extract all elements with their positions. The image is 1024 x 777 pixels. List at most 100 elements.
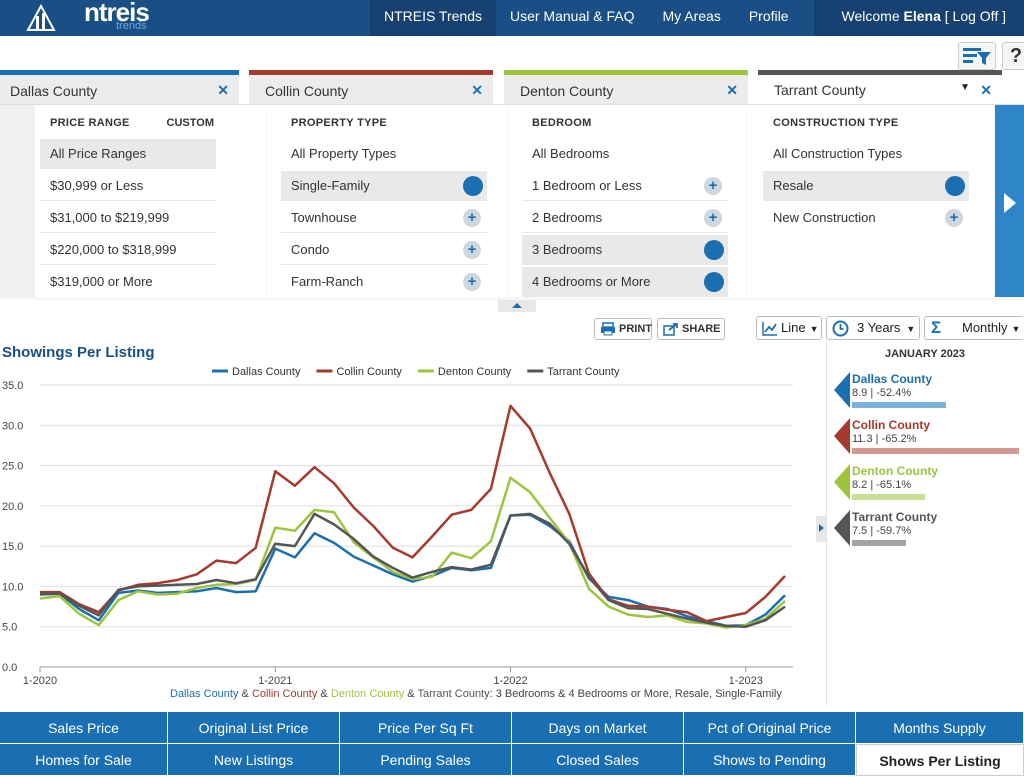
metric-nav: Sales Price Original List Price Price Per … — [0, 712, 1024, 776]
property-option[interactable]: Farm-Ranch + — [281, 267, 487, 297]
share-button[interactable]: SHARE — [657, 318, 725, 340]
county-summary[interactable]: Denton County 8.2 | -65.1% — [834, 464, 1024, 508]
property-option[interactable]: Condo + — [281, 235, 487, 265]
construction-option[interactable]: All Construction Types — [773, 146, 903, 161]
tab-label: Dallas County — [10, 83, 98, 99]
county-value: 11.3 | -65.2% — [852, 433, 917, 445]
custom-price-link[interactable]: CUSTOM — [166, 117, 214, 129]
filter-scroll-right[interactable] — [995, 105, 1024, 297]
close-icon[interactable]: ✕ — [471, 82, 483, 98]
period-dropdown[interactable]: Σ Monthly ▼ — [924, 316, 1024, 340]
bedroom-option[interactable]: 2 Bedrooms + — [522, 203, 728, 233]
metric-tab-pct-of-original-price[interactable]: Pct of Original Price — [684, 712, 856, 744]
metric-tab-pending-sales[interactable]: Pending Sales — [340, 744, 512, 776]
chevron-down-icon[interactable]: ▼ — [960, 82, 970, 93]
metric-tab-price-per-sq-ft[interactable]: Price Per Sq Ft — [340, 712, 512, 744]
plus-icon[interactable]: + — [704, 177, 722, 195]
filter-scroll-left[interactable] — [0, 105, 35, 297]
tab-tarrant-county[interactable]: Tarrant County ▼ ✕ — [758, 70, 1002, 106]
selected-dot-icon[interactable] — [704, 240, 724, 260]
bedroom-option[interactable]: 1 Bedroom or Less + — [522, 171, 728, 201]
ntreis-logo[interactable]: ntreis trends — [14, 0, 174, 36]
close-icon[interactable]: ✕ — [217, 82, 229, 98]
metric-tab-sales-price[interactable]: Sales Price — [0, 712, 168, 744]
plus-icon[interactable]: + — [704, 209, 722, 227]
side-panel-toggle[interactable] — [816, 516, 826, 542]
y-tick-label: 35.0 — [2, 380, 23, 392]
caption-county: Dallas County — [170, 688, 239, 700]
printer-icon — [601, 322, 615, 336]
y-tick-label: 20.0 — [2, 501, 23, 513]
help-button[interactable]: ? — [1002, 42, 1024, 70]
selected-dot-icon[interactable] — [704, 272, 724, 292]
x-tick-label: 1-2023 — [729, 675, 763, 687]
selected-dot-icon[interactable] — [945, 176, 965, 196]
price-option[interactable]: $220,000 to $318,999 — [40, 235, 216, 265]
property-option-label: Condo — [291, 242, 330, 257]
property-option[interactable]: Townhouse + — [281, 203, 487, 233]
county-value: 7.5 | -59.7% — [852, 525, 912, 537]
collapse-filters-button[interactable] — [498, 300, 536, 312]
bedroom-option-label: 4 Bedrooms or More — [532, 274, 651, 289]
tab-denton-county[interactable]: Denton County ✕ — [504, 70, 748, 104]
metric-tab-original-list-price[interactable]: Original List Price — [168, 712, 340, 744]
logoff-link[interactable]: [ Log Off ] — [944, 8, 1006, 24]
plus-icon[interactable]: + — [463, 273, 481, 291]
filter-toggle-button[interactable] — [958, 42, 996, 70]
construction-option[interactable]: New Construction + — [763, 203, 969, 233]
metric-tab-new-listings[interactable]: New Listings — [168, 744, 340, 776]
bedroom-option[interactable]: 4 Bedrooms or More — [522, 267, 728, 297]
close-icon[interactable]: ✕ — [726, 82, 738, 98]
value-bar — [852, 448, 1019, 454]
selected-dot-icon[interactable] — [463, 176, 483, 196]
tab-color-bar — [0, 70, 239, 75]
pointer-arrow-icon — [834, 372, 850, 408]
caption-filters: : 3 Bedrooms & 4 Bedrooms or More, Resal… — [489, 688, 782, 700]
price-option[interactable]: $31,000 to $219,999 — [40, 203, 216, 233]
construction-type-column: CONSTRUCTION TYPE All Construction Types… — [747, 105, 994, 297]
property-option[interactable]: All Property Types — [291, 146, 397, 161]
tab-dallas-county[interactable]: Dallas County ✕ — [0, 70, 239, 104]
chart-type-dropdown[interactable]: Line ▼ — [756, 316, 822, 340]
caption-county: Collin County — [251, 688, 318, 700]
metric-tab-closed-sales[interactable]: Closed Sales — [512, 744, 684, 776]
bedroom-option-label: 1 Bedroom or Less — [532, 178, 642, 193]
tab-collin-county[interactable]: Collin County ✕ — [249, 70, 493, 104]
chevron-right-icon — [1004, 193, 1016, 213]
tab-label: Denton County — [520, 83, 614, 99]
price-option[interactable]: $30,999 or Less — [40, 171, 216, 201]
bedroom-option[interactable]: 3 Bedrooms — [522, 235, 728, 265]
plus-icon[interactable]: + — [463, 241, 481, 259]
construction-option[interactable]: Resale — [763, 171, 969, 201]
metric-tab-days-on-market[interactable]: Days on Market — [512, 712, 684, 744]
metric-tab-homes-for-sale[interactable]: Homes for Sale — [0, 744, 168, 776]
value-bar — [852, 402, 946, 408]
nav-my-areas[interactable]: My Areas — [662, 8, 721, 24]
nav-profile[interactable]: Profile — [748, 8, 789, 24]
county-name: Tarrant County — [852, 510, 938, 524]
county-value: 8.2 | -65.1% — [852, 479, 912, 491]
print-button[interactable]: PRINT — [594, 318, 652, 340]
x-tick-label: 1-2021 — [258, 675, 292, 687]
property-option[interactable]: Single-Family — [281, 171, 487, 201]
metric-tab-months-supply[interactable]: Months Supply — [856, 712, 1024, 744]
bedroom-option-label: 2 Bedrooms — [532, 210, 603, 225]
nav-user-manual[interactable]: User Manual & FAQ — [509, 8, 635, 24]
property-option-label: Farm-Ranch — [291, 274, 364, 289]
county-summary[interactable]: Tarrant County 7.5 | -59.7% — [834, 510, 1024, 554]
chevron-down-icon: ▼ — [1011, 324, 1021, 334]
time-range-dropdown[interactable]: 3 Years ▼ — [826, 316, 920, 340]
county-name: Denton County — [852, 464, 938, 478]
metric-tab-shows-per-listing[interactable]: Shows Per Listing — [856, 744, 1024, 776]
metric-tab-shows-to-pending[interactable]: Shows to Pending — [684, 744, 856, 776]
nav-ntreis-trends[interactable]: NTREIS Trends — [369, 0, 496, 36]
close-icon[interactable]: ✕ — [980, 82, 992, 98]
price-option[interactable]: $319,000 or More — [50, 274, 153, 289]
building-logo-icon — [26, 4, 56, 31]
county-summary[interactable]: Collin County 11.3 | -65.2% — [834, 418, 1024, 462]
bedroom-option[interactable]: All Bedrooms — [532, 146, 610, 161]
price-option[interactable]: All Price Ranges — [40, 139, 216, 169]
county-summary[interactable]: Dallas County 8.9 | -52.4% — [834, 372, 1024, 416]
plus-icon[interactable]: + — [945, 209, 963, 227]
plus-icon[interactable]: + — [463, 209, 481, 227]
